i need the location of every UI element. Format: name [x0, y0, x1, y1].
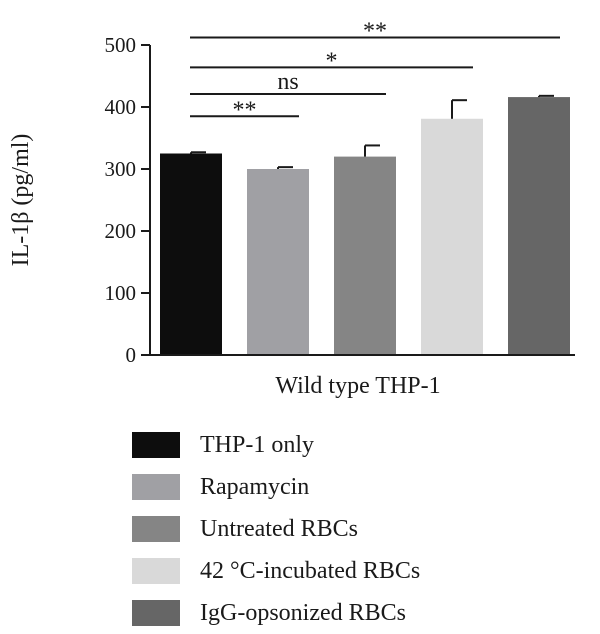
legend: THP-1 only Rapamycin Untreated RBCs 42 °C-i… — [132, 424, 420, 634]
bar-chart: IL-1β (pg/ml) Wild type THP-1 0 100 200 300… — [8, 19, 575, 399]
legend-swatch — [132, 600, 180, 626]
legend-swatch — [132, 474, 180, 500]
y-tick-label: 0 — [126, 343, 137, 367]
significance-label: ** — [363, 19, 387, 45]
legend-item: IgG-opsonized RBCs — [132, 592, 420, 634]
legend-label: THP-1 only — [200, 431, 314, 458]
legend-swatch — [132, 558, 180, 584]
legend-label: IgG-opsonized RBCs — [200, 599, 406, 626]
y-axis-title: IL-1β (pg/ml) — [8, 134, 34, 267]
significance-label: ns — [277, 69, 298, 95]
y-tick-label: 500 — [105, 33, 137, 57]
bar — [247, 169, 309, 355]
y-tick-label: 200 — [105, 219, 137, 243]
bar — [421, 118, 483, 355]
legend-label: Rapamycin — [200, 473, 310, 500]
bar — [160, 153, 222, 355]
bar — [334, 156, 396, 355]
legend-item: Rapamycin — [132, 466, 420, 508]
legend-item: THP-1 only — [132, 424, 420, 466]
legend-swatch — [132, 432, 180, 458]
y-tick-label: 400 — [105, 95, 137, 119]
significance-label: * — [326, 48, 338, 74]
bar — [508, 97, 570, 355]
legend-swatch — [132, 516, 180, 542]
legend-label: Untreated RBCs — [200, 515, 358, 542]
legend-label: 42 °C-incubated RBCs — [200, 557, 421, 584]
y-tick-label: 100 — [105, 281, 137, 305]
x-axis-title: Wild type THP-1 — [275, 373, 440, 399]
y-tick-label: 300 — [105, 157, 137, 181]
legend-item: Untreated RBCs — [132, 508, 420, 550]
significance-label: ** — [233, 97, 257, 123]
legend-item: 42 °C-incubated RBCs — [132, 550, 420, 592]
